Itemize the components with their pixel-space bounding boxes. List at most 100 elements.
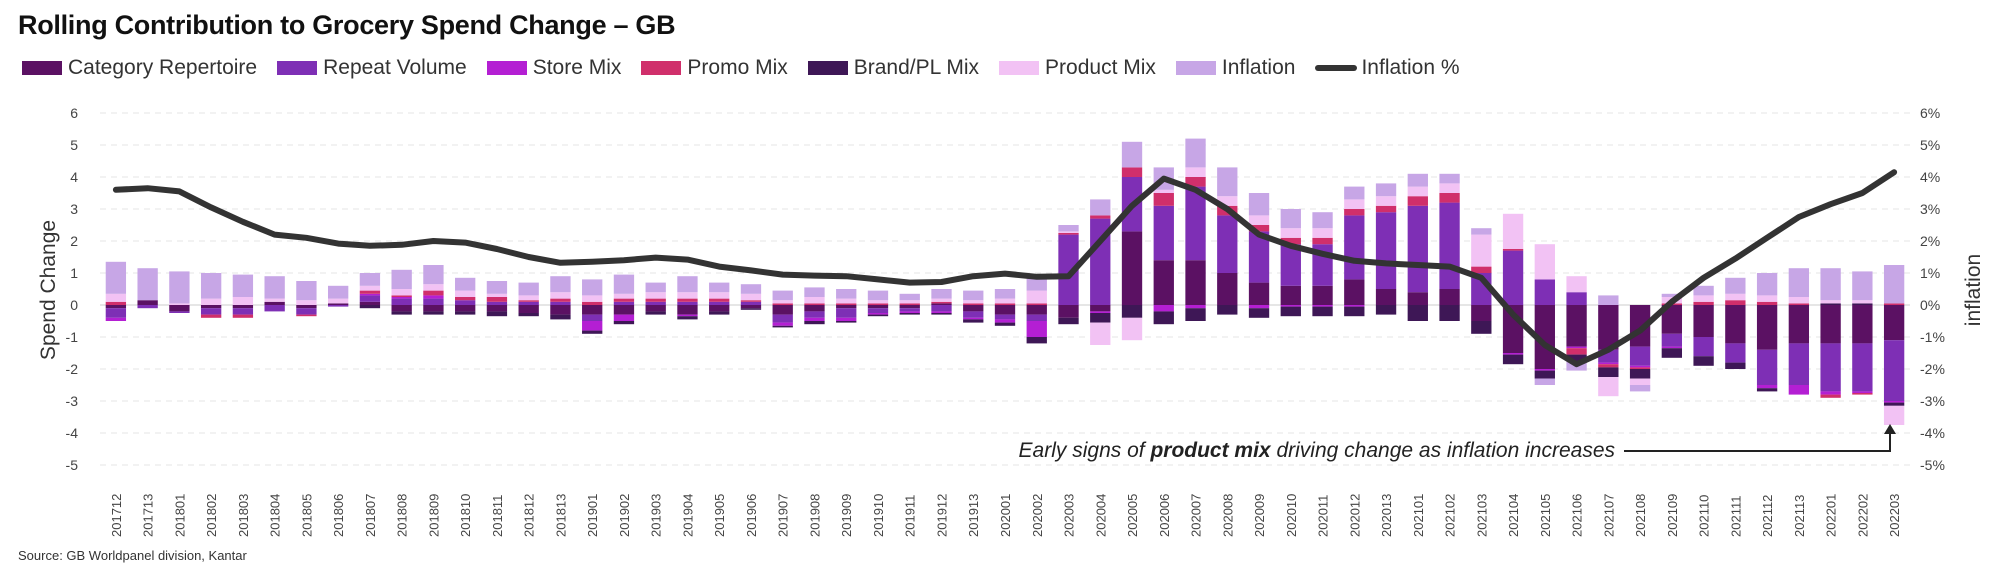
- legend-item-product-mix[interactable]: Product Mix: [999, 56, 1156, 80]
- bar-segment: [359, 290, 381, 294]
- bar-segment: [1534, 279, 1555, 305]
- bar-segment: [1280, 237, 1301, 245]
- bar-segment: [1693, 285, 1714, 296]
- legend-item-inflation[interactable]: Inflation: [1175, 56, 1295, 80]
- legend: Category Repertoire Repeat Volume Store …: [22, 56, 1480, 80]
- x-tick-label: 201810: [458, 494, 473, 537]
- y-tick-label: -5: [66, 457, 79, 473]
- bar-segment: [1248, 225, 1270, 232]
- legend-item-inflation-pct[interactable]: Inflation %: [1315, 56, 1460, 80]
- bar-segment: [1725, 362, 1746, 369]
- bar-segment: [1280, 209, 1301, 229]
- bar-segment: [1756, 388, 1778, 392]
- bar-segment: [899, 293, 920, 301]
- legend-item-category-repertoire[interactable]: Category Repertoire: [22, 56, 257, 80]
- bar-segment: [1217, 305, 1238, 315]
- bar-segment: [455, 297, 476, 301]
- bar-segment: [1661, 333, 1683, 347]
- y2-tick-label: 6%: [1920, 105, 1940, 121]
- bar-segment: [1185, 167, 1206, 177]
- bar-segment: [359, 305, 381, 309]
- bar-segment: [1725, 293, 1746, 301]
- y-tick-label: -1: [66, 329, 79, 345]
- bar-segment: [963, 290, 984, 301]
- bar-segment: [582, 321, 603, 331]
- x-tick-label: 202203: [1887, 494, 1902, 537]
- x-tick-label: 202113: [1792, 495, 1807, 537]
- bar-segment: [423, 311, 444, 315]
- bar-segment: [1058, 225, 1079, 232]
- bar-segment: [613, 274, 635, 294]
- bar-segment: [518, 301, 539, 305]
- bar-segment: [1026, 337, 1047, 344]
- legend-item-brand-pl-mix[interactable]: Brand/PL Mix: [807, 56, 980, 80]
- x-tick-label: 201903: [649, 494, 664, 537]
- bar-segment: [1407, 305, 1428, 321]
- bar-segment: [1852, 303, 1873, 305]
- bar-segment: [931, 313, 952, 315]
- bar-segment: [486, 281, 508, 294]
- bar-segment: [1788, 305, 1810, 344]
- x-tick-label: 202112: [1760, 495, 1775, 537]
- legend-item-repeat-volume[interactable]: Repeat Volume: [277, 56, 467, 80]
- bar-segment: [804, 317, 825, 321]
- bar-segment: [772, 303, 793, 305]
- bar-segment: [1185, 177, 1206, 187]
- x-tick-label: 202201: [1824, 494, 1839, 537]
- x-tick-label: 202102: [1443, 494, 1458, 537]
- x-tick-label: 202107: [1601, 494, 1616, 537]
- bar-segment: [1502, 213, 1524, 249]
- x-tick-label: 201803: [236, 494, 251, 537]
- bar-segment: [327, 305, 349, 307]
- bar-segment: [359, 285, 381, 291]
- annotation-part-bold: product mix: [1149, 439, 1271, 462]
- y2-tick-label: -4%: [1920, 425, 1945, 441]
- bar-segment: [1725, 305, 1746, 344]
- bar-segment: [677, 298, 698, 302]
- bar-segment: [423, 284, 444, 291]
- bar-segment: [455, 277, 476, 291]
- bar-segment: [1439, 289, 1460, 305]
- bar-segment: [804, 303, 825, 305]
- bar-segment: [1153, 189, 1174, 193]
- bar-segment: [772, 290, 793, 301]
- x-tick-label: 201906: [744, 494, 759, 537]
- bar-segment: [1502, 354, 1524, 365]
- y-tick-label: 1: [70, 265, 78, 281]
- bar-segment: [232, 314, 254, 318]
- bar-segment: [1407, 196, 1428, 206]
- legend-item-promo-mix[interactable]: Promo Mix: [641, 56, 788, 80]
- bar-segment: [1248, 308, 1270, 318]
- bar-segment: [836, 317, 857, 321]
- bar-segment: [359, 293, 381, 296]
- x-axis: 201712 201713 201801 201802 201803 201804 2018…: [109, 494, 1902, 537]
- bar-segment: [1852, 393, 1873, 395]
- bar-segment: [169, 271, 190, 304]
- bar-segment: [804, 311, 825, 318]
- bar-segment: [1883, 402, 1905, 406]
- legend-label: Brand/PL Mix: [853, 56, 980, 79]
- bar-segment: [391, 269, 412, 289]
- annotation-text: Early signs of product mix driving chang…: [1019, 439, 1616, 462]
- bar-segment: [1185, 186, 1206, 261]
- bar-segment: [867, 305, 889, 309]
- bar-segment: [1598, 364, 1619, 368]
- bar-segment: [1598, 367, 1619, 377]
- bar-segment: [1153, 205, 1174, 261]
- x-tick-label: 201905: [712, 494, 727, 537]
- x-tick-label: 202012: [1347, 494, 1362, 537]
- bar-segment: [391, 311, 412, 315]
- source-note: Source: GB Worldpanel division, Kantar: [18, 548, 247, 563]
- bar-segment: [1725, 277, 1746, 294]
- legend-item-store-mix[interactable]: Store Mix: [486, 56, 621, 80]
- bar-segment: [1121, 141, 1143, 168]
- bar-segment: [1248, 215, 1270, 225]
- bar-segment: [105, 261, 127, 294]
- bar-segment: [1121, 317, 1143, 341]
- bar-segment: [963, 311, 984, 318]
- bar-segment: [836, 303, 857, 305]
- bar-segment: [1852, 343, 1873, 392]
- bar-segment: [1471, 321, 1492, 334]
- bar-segment: [931, 303, 952, 305]
- bar-segment: [1217, 273, 1238, 305]
